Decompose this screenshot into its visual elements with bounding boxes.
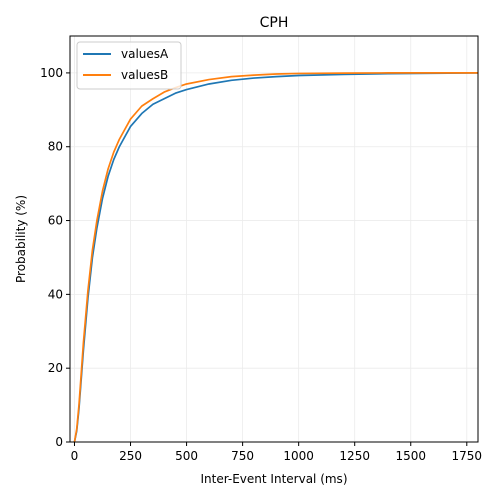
plot-area — [70, 36, 478, 442]
x-tick-label: 0 — [71, 449, 79, 463]
legend: valuesA valuesB — [76, 41, 182, 90]
series-line-valuesB — [73, 72, 478, 443]
x-tick-label: 1000 — [283, 449, 314, 463]
y-axis-label: Probability (%) — [14, 195, 28, 283]
chart-title: CPH — [260, 15, 289, 31]
x-tick-label: 1250 — [339, 449, 370, 463]
y-tick-label: 100 — [40, 66, 63, 80]
y-tick-label: 0 — [55, 435, 63, 449]
legend-label-valuesA: valuesA — [121, 47, 169, 61]
legend-label-valuesB: valuesB — [121, 68, 168, 82]
y-tick-label: 80 — [48, 140, 63, 154]
x-tick-label: 250 — [119, 449, 142, 463]
y-tick-label: 20 — [48, 361, 63, 375]
y-tick-label: 40 — [48, 287, 63, 301]
y-tick-label: 60 — [48, 214, 63, 228]
axis-ticks: 0 250 500 750 1000 1250 1500 1750 0 20 40 60 80 100 — [40, 66, 482, 463]
x-tick-label: 1750 — [452, 449, 483, 463]
x-tick-label: 500 — [175, 449, 198, 463]
plot-frame — [69, 35, 479, 443]
series-lines — [73, 72, 479, 443]
x-axis-label: Inter-Event Interval (ms) — [201, 472, 348, 486]
x-tick-label: 1500 — [395, 449, 426, 463]
x-tick-label: 750 — [231, 449, 254, 463]
